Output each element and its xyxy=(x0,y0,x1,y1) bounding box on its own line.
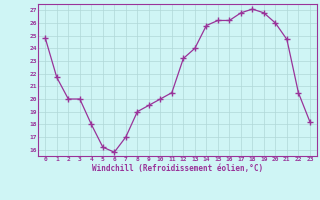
X-axis label: Windchill (Refroidissement éolien,°C): Windchill (Refroidissement éolien,°C) xyxy=(92,164,263,173)
